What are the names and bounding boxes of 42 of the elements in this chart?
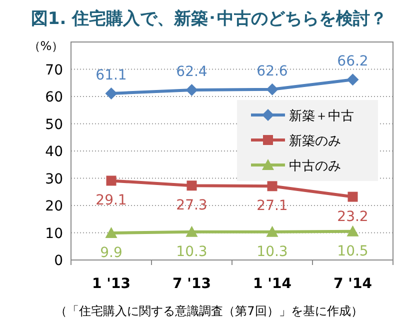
- data-label: 27.3: [176, 198, 208, 214]
- point: [348, 192, 358, 202]
- data-label: 62.4: [176, 64, 208, 80]
- y-tick-label: 0: [54, 253, 63, 269]
- data-label: 10.3: [176, 244, 208, 260]
- legend-label: 新築のみ: [289, 134, 341, 149]
- legend-label: 中古のみ: [289, 159, 341, 174]
- point: [186, 180, 197, 191]
- y-tick-label: 40: [45, 144, 63, 160]
- y-tick-label: 70: [45, 62, 63, 78]
- point: [267, 181, 278, 192]
- data-label: 10.3: [256, 244, 288, 260]
- y-tick-label: 10: [45, 226, 63, 242]
- data-label: 27.1: [256, 198, 288, 214]
- x-tick-label: 7 '14: [334, 276, 372, 292]
- point: [266, 83, 278, 96]
- data-label: 9.9: [100, 245, 122, 262]
- x-tick-label: 7 '13: [172, 276, 211, 292]
- data-label: 29.1: [96, 192, 127, 209]
- data-label: 23.2: [337, 208, 368, 225]
- data-label: 61.1: [96, 68, 127, 84]
- point: [105, 88, 118, 100]
- point: [105, 227, 118, 238]
- y-axis-title: （%）: [28, 39, 64, 53]
- y-tick-label: 60: [45, 90, 63, 106]
- x-tick-label: 1 '13: [92, 276, 130, 292]
- x-tick-label: 1 '14: [253, 276, 292, 292]
- y-tick-label: 20: [45, 198, 63, 214]
- point: [186, 226, 198, 237]
- data-label: 10.5: [337, 243, 368, 260]
- text: （「住宅購入に関する意識調査（第7回）」を基に作成）: [55, 304, 363, 318]
- point: [346, 74, 359, 86]
- legend-label: 新築＋中古: [289, 109, 354, 124]
- y-tick-label: 30: [45, 171, 63, 188]
- chart-title: 図1. 住宅購入で、新築･中古のどちらを検討？: [30, 9, 388, 29]
- y-tick-label: 50: [45, 116, 63, 133]
- point: [266, 226, 278, 237]
- point: [106, 176, 116, 186]
- data-label: 66.2: [337, 54, 368, 70]
- point: [186, 84, 198, 96]
- point: [346, 225, 359, 236]
- data-label: 62.6: [256, 63, 288, 80]
